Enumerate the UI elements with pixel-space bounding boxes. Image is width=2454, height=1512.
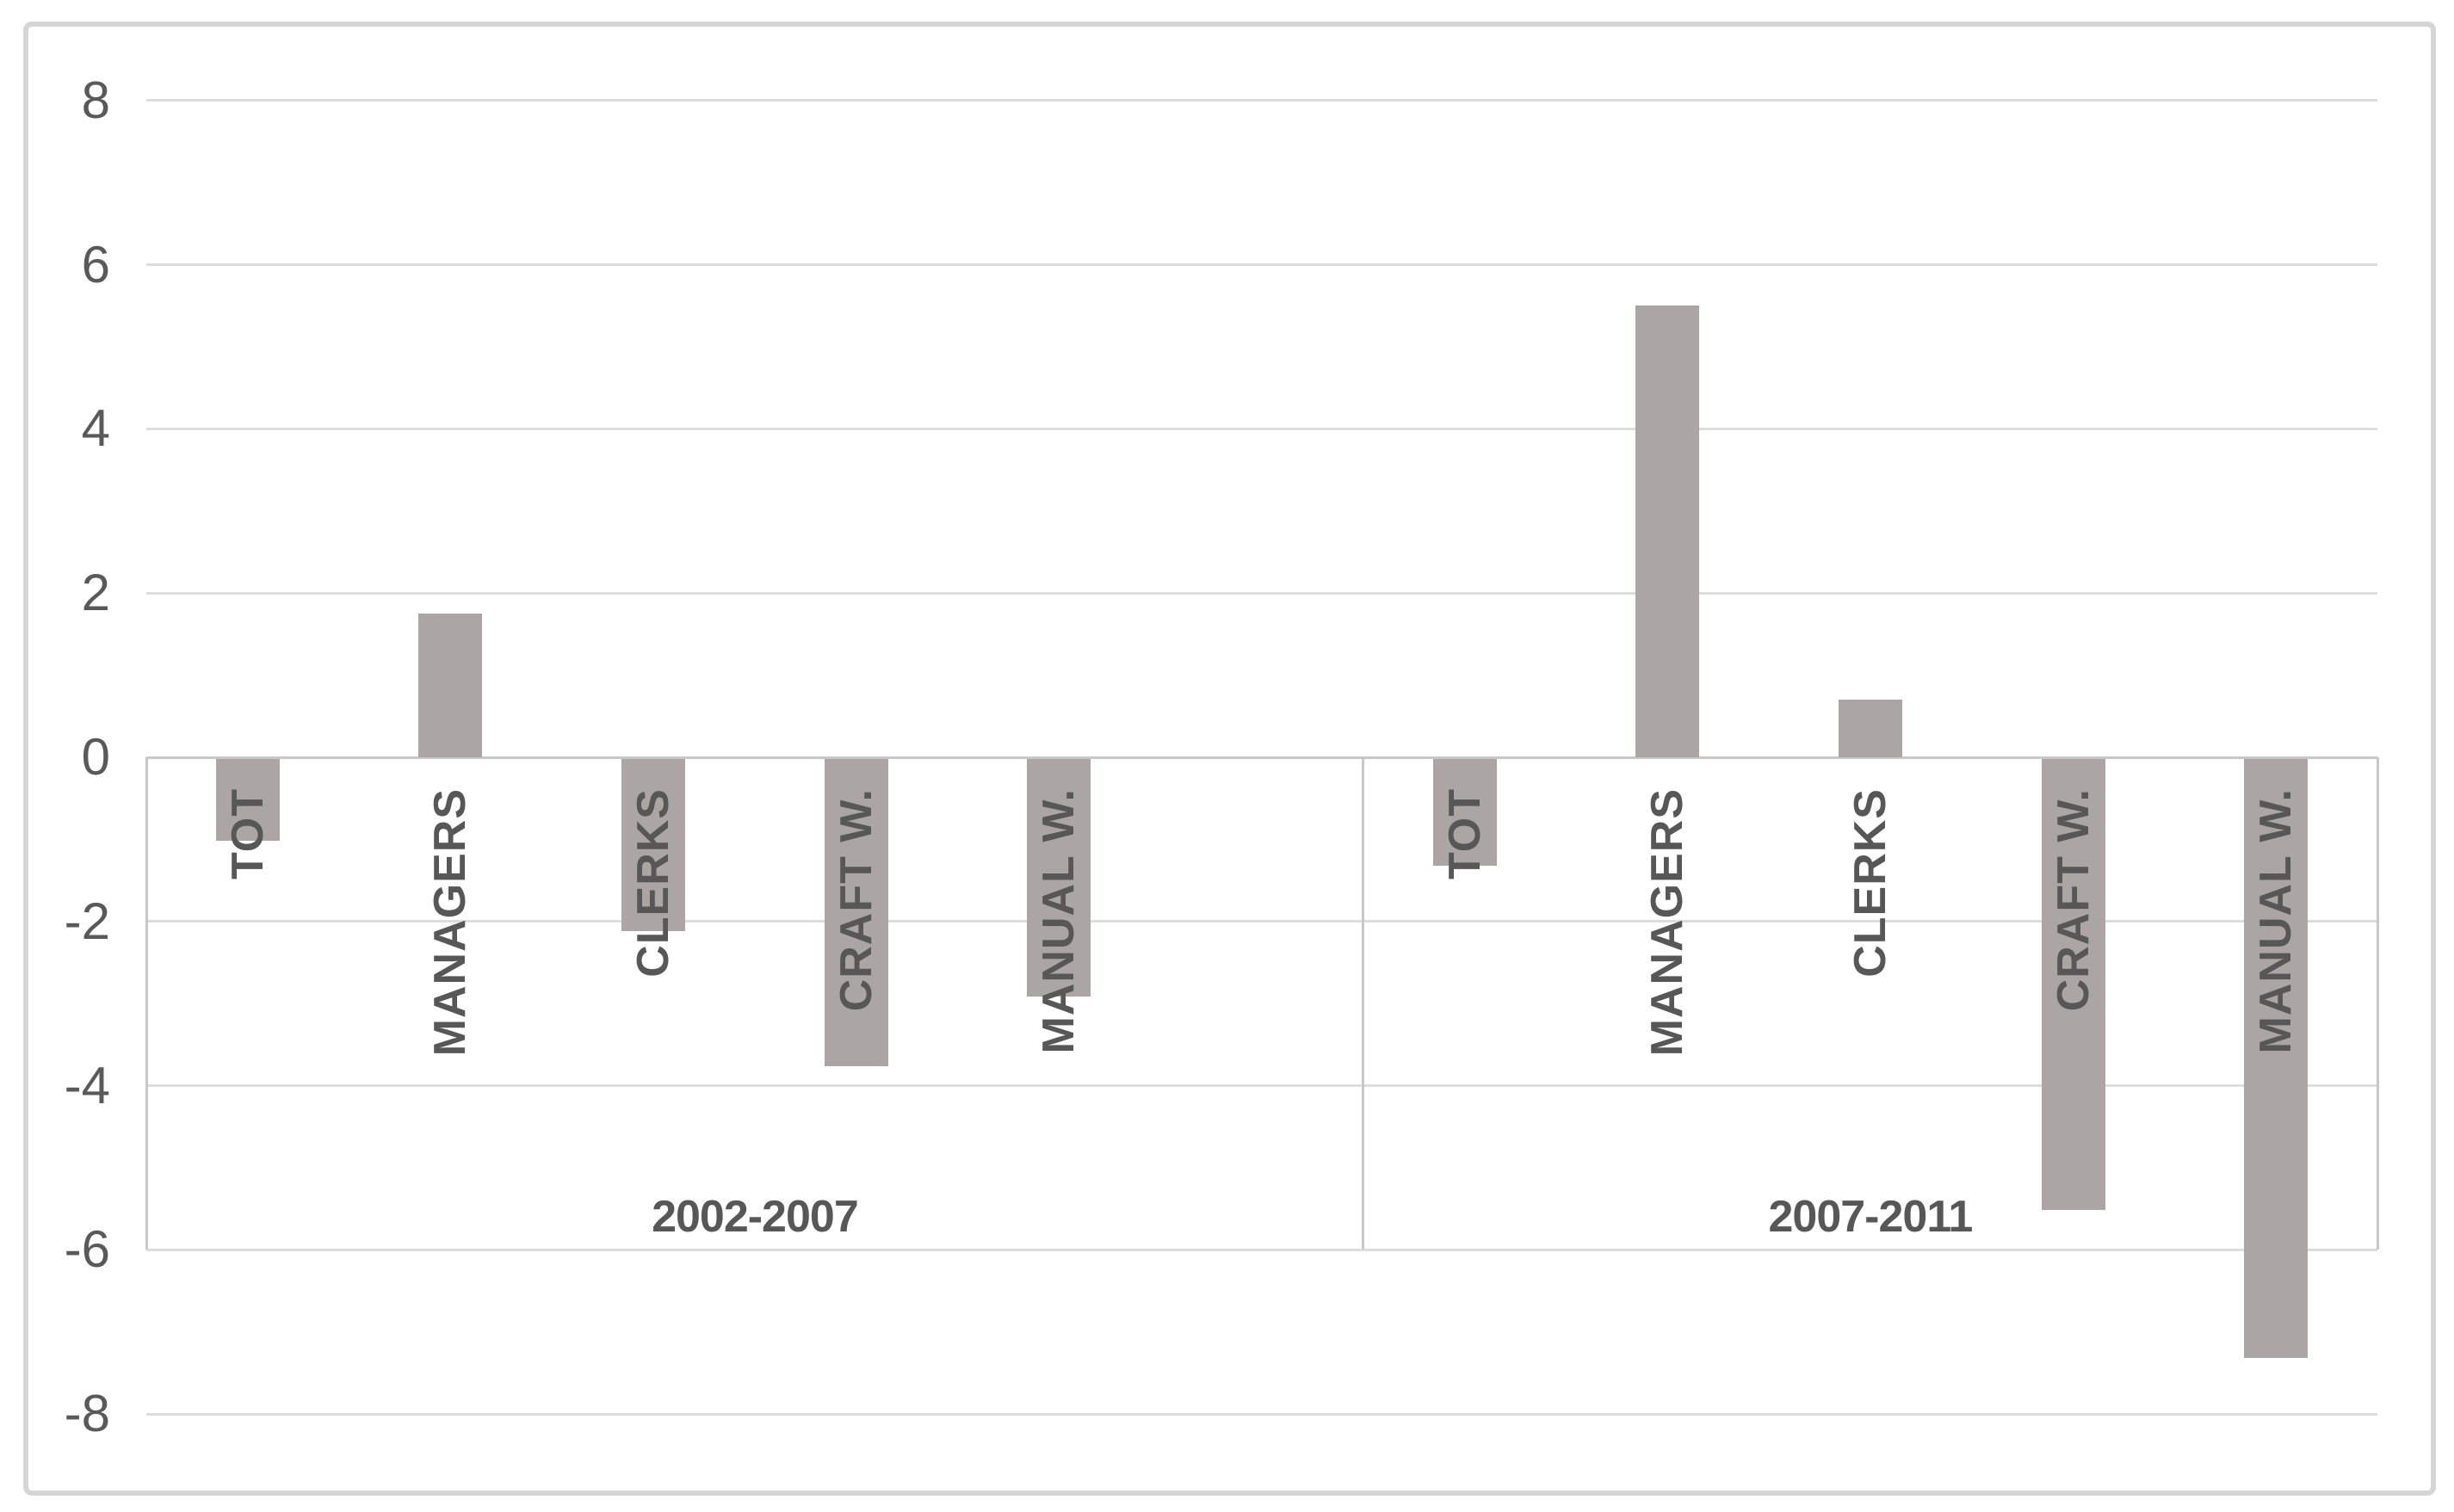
gridline xyxy=(146,263,2377,267)
bar-tot[interactable] xyxy=(1432,758,1497,866)
category-label: MANUAL W. xyxy=(2251,788,2302,1054)
gridline xyxy=(146,591,2377,595)
y-axis-tick-label: -4 xyxy=(64,1056,110,1114)
group-separator-line xyxy=(1362,757,1365,1250)
category-label: MANAGERS xyxy=(1642,788,1693,1057)
bar-tot[interactable] xyxy=(215,758,280,841)
y-axis-tick-label: 2 xyxy=(81,564,110,622)
gridline xyxy=(146,1248,2377,1251)
category-label: TOT xyxy=(222,788,273,880)
category-label: CRAFT W. xyxy=(831,788,881,1012)
category-label: CLERKS xyxy=(628,788,679,978)
gridline xyxy=(146,1084,2377,1088)
gridline xyxy=(146,1412,2377,1416)
category-label: CRAFT W. xyxy=(2048,788,2099,1012)
bar-clerks[interactable] xyxy=(621,758,686,931)
category-label: CLERKS xyxy=(1845,788,1895,978)
group-separator-line xyxy=(145,757,148,1250)
group-separator-line xyxy=(2376,757,2379,1250)
category-label: MANAGERS xyxy=(425,788,476,1057)
group-label: 2002-2007 xyxy=(652,1192,859,1242)
bar-manual-w-[interactable] xyxy=(1027,758,1091,997)
category-label: TOT xyxy=(1439,788,1490,880)
y-axis-tick-label: 6 xyxy=(81,235,110,293)
y-axis-tick-label: -2 xyxy=(64,892,110,950)
bar-clerks[interactable] xyxy=(1838,700,1902,757)
y-axis-tick-label: -8 xyxy=(64,1385,110,1443)
bar-managers[interactable] xyxy=(1635,305,1700,757)
group-label: 2007-2011 xyxy=(1768,1192,1974,1242)
bar-craft-w-[interactable] xyxy=(824,758,888,1067)
bar-craft-w-[interactable] xyxy=(2041,758,2105,1211)
category-label: MANUAL W. xyxy=(1034,788,1085,1054)
gridline xyxy=(146,427,2377,430)
y-axis-tick-label: -6 xyxy=(64,1220,110,1279)
y-axis-tick-label: 8 xyxy=(81,71,110,129)
chart-border xyxy=(23,22,2436,1496)
y-axis-tick-label: 0 xyxy=(81,728,110,786)
gridline xyxy=(146,920,2377,923)
gridline xyxy=(146,99,2377,102)
zero-axis-line xyxy=(146,756,2377,759)
bar-manual-w-[interactable] xyxy=(2244,758,2309,1358)
y-axis-tick-label: 4 xyxy=(81,399,110,458)
bar-managers[interactable] xyxy=(418,614,483,757)
